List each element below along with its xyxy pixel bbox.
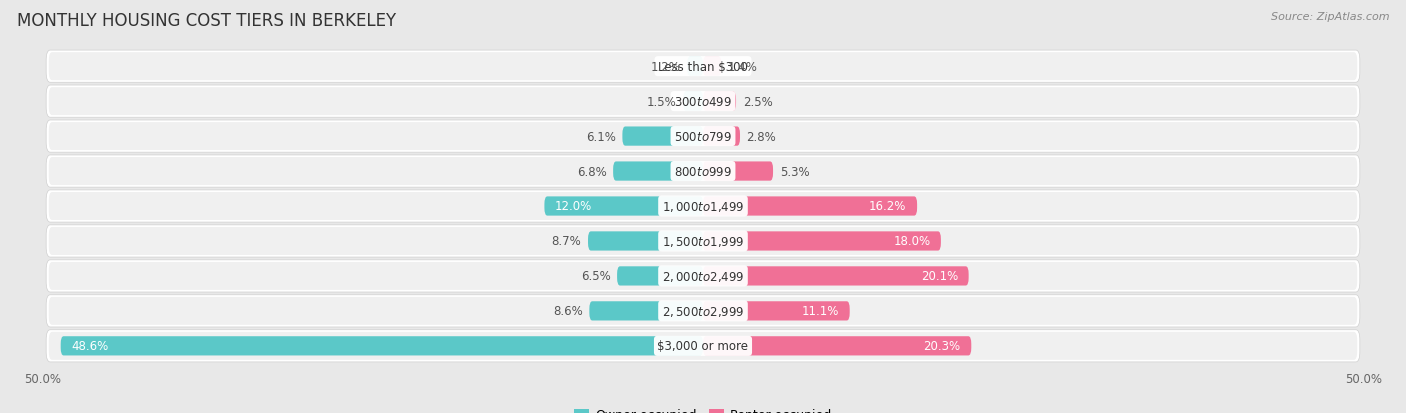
Text: 20.1%: 20.1% [921, 270, 957, 283]
FancyBboxPatch shape [49, 297, 1357, 325]
Text: 2.5%: 2.5% [742, 95, 772, 108]
FancyBboxPatch shape [49, 192, 1357, 221]
Text: 48.6%: 48.6% [72, 339, 108, 352]
FancyBboxPatch shape [703, 162, 773, 181]
Text: Less than $300: Less than $300 [658, 61, 748, 74]
FancyBboxPatch shape [46, 51, 1360, 83]
FancyBboxPatch shape [46, 260, 1360, 292]
FancyBboxPatch shape [49, 158, 1357, 185]
FancyBboxPatch shape [588, 232, 703, 251]
Text: 6.8%: 6.8% [576, 165, 606, 178]
FancyBboxPatch shape [589, 301, 703, 321]
FancyBboxPatch shape [46, 225, 1360, 257]
FancyBboxPatch shape [703, 337, 972, 356]
Text: $300 to $499: $300 to $499 [673, 95, 733, 108]
FancyBboxPatch shape [703, 197, 917, 216]
Text: 18.0%: 18.0% [893, 235, 931, 248]
FancyBboxPatch shape [60, 337, 703, 356]
Text: 5.3%: 5.3% [780, 165, 810, 178]
Text: $2,500 to $2,999: $2,500 to $2,999 [662, 304, 744, 318]
FancyBboxPatch shape [623, 127, 703, 146]
FancyBboxPatch shape [683, 92, 703, 112]
FancyBboxPatch shape [613, 162, 703, 181]
FancyBboxPatch shape [49, 88, 1357, 116]
FancyBboxPatch shape [49, 228, 1357, 255]
Text: 1.4%: 1.4% [728, 61, 758, 74]
Text: $2,000 to $2,499: $2,000 to $2,499 [662, 269, 744, 283]
FancyBboxPatch shape [49, 262, 1357, 290]
Text: 6.1%: 6.1% [586, 130, 616, 143]
Text: 6.5%: 6.5% [581, 270, 610, 283]
Text: 1.2%: 1.2% [651, 61, 681, 74]
FancyBboxPatch shape [46, 330, 1360, 362]
FancyBboxPatch shape [703, 301, 849, 321]
Text: 8.7%: 8.7% [551, 235, 582, 248]
FancyBboxPatch shape [46, 295, 1360, 327]
FancyBboxPatch shape [49, 332, 1357, 360]
Text: $1,500 to $1,999: $1,500 to $1,999 [662, 235, 744, 248]
FancyBboxPatch shape [617, 267, 703, 286]
Text: $3,000 or more: $3,000 or more [658, 339, 748, 352]
Legend: Owner-occupied, Renter-occupied: Owner-occupied, Renter-occupied [568, 404, 838, 413]
Text: 2.8%: 2.8% [747, 130, 776, 143]
Text: MONTHLY HOUSING COST TIERS IN BERKELEY: MONTHLY HOUSING COST TIERS IN BERKELEY [17, 12, 396, 30]
FancyBboxPatch shape [688, 57, 703, 76]
FancyBboxPatch shape [49, 123, 1357, 151]
Text: 16.2%: 16.2% [869, 200, 907, 213]
FancyBboxPatch shape [703, 57, 721, 76]
FancyBboxPatch shape [46, 156, 1360, 188]
Text: $800 to $999: $800 to $999 [673, 165, 733, 178]
Text: 1.5%: 1.5% [647, 95, 676, 108]
Text: 12.0%: 12.0% [555, 200, 592, 213]
FancyBboxPatch shape [46, 86, 1360, 118]
FancyBboxPatch shape [49, 53, 1357, 81]
Text: 11.1%: 11.1% [801, 305, 839, 318]
FancyBboxPatch shape [46, 190, 1360, 223]
FancyBboxPatch shape [703, 127, 740, 146]
Text: 8.6%: 8.6% [553, 305, 582, 318]
Text: 20.3%: 20.3% [924, 339, 960, 352]
FancyBboxPatch shape [703, 267, 969, 286]
Text: Source: ZipAtlas.com: Source: ZipAtlas.com [1271, 12, 1389, 22]
FancyBboxPatch shape [46, 121, 1360, 153]
FancyBboxPatch shape [703, 92, 737, 112]
Text: $1,000 to $1,499: $1,000 to $1,499 [662, 199, 744, 214]
FancyBboxPatch shape [544, 197, 703, 216]
FancyBboxPatch shape [703, 232, 941, 251]
Text: $500 to $799: $500 to $799 [673, 130, 733, 143]
